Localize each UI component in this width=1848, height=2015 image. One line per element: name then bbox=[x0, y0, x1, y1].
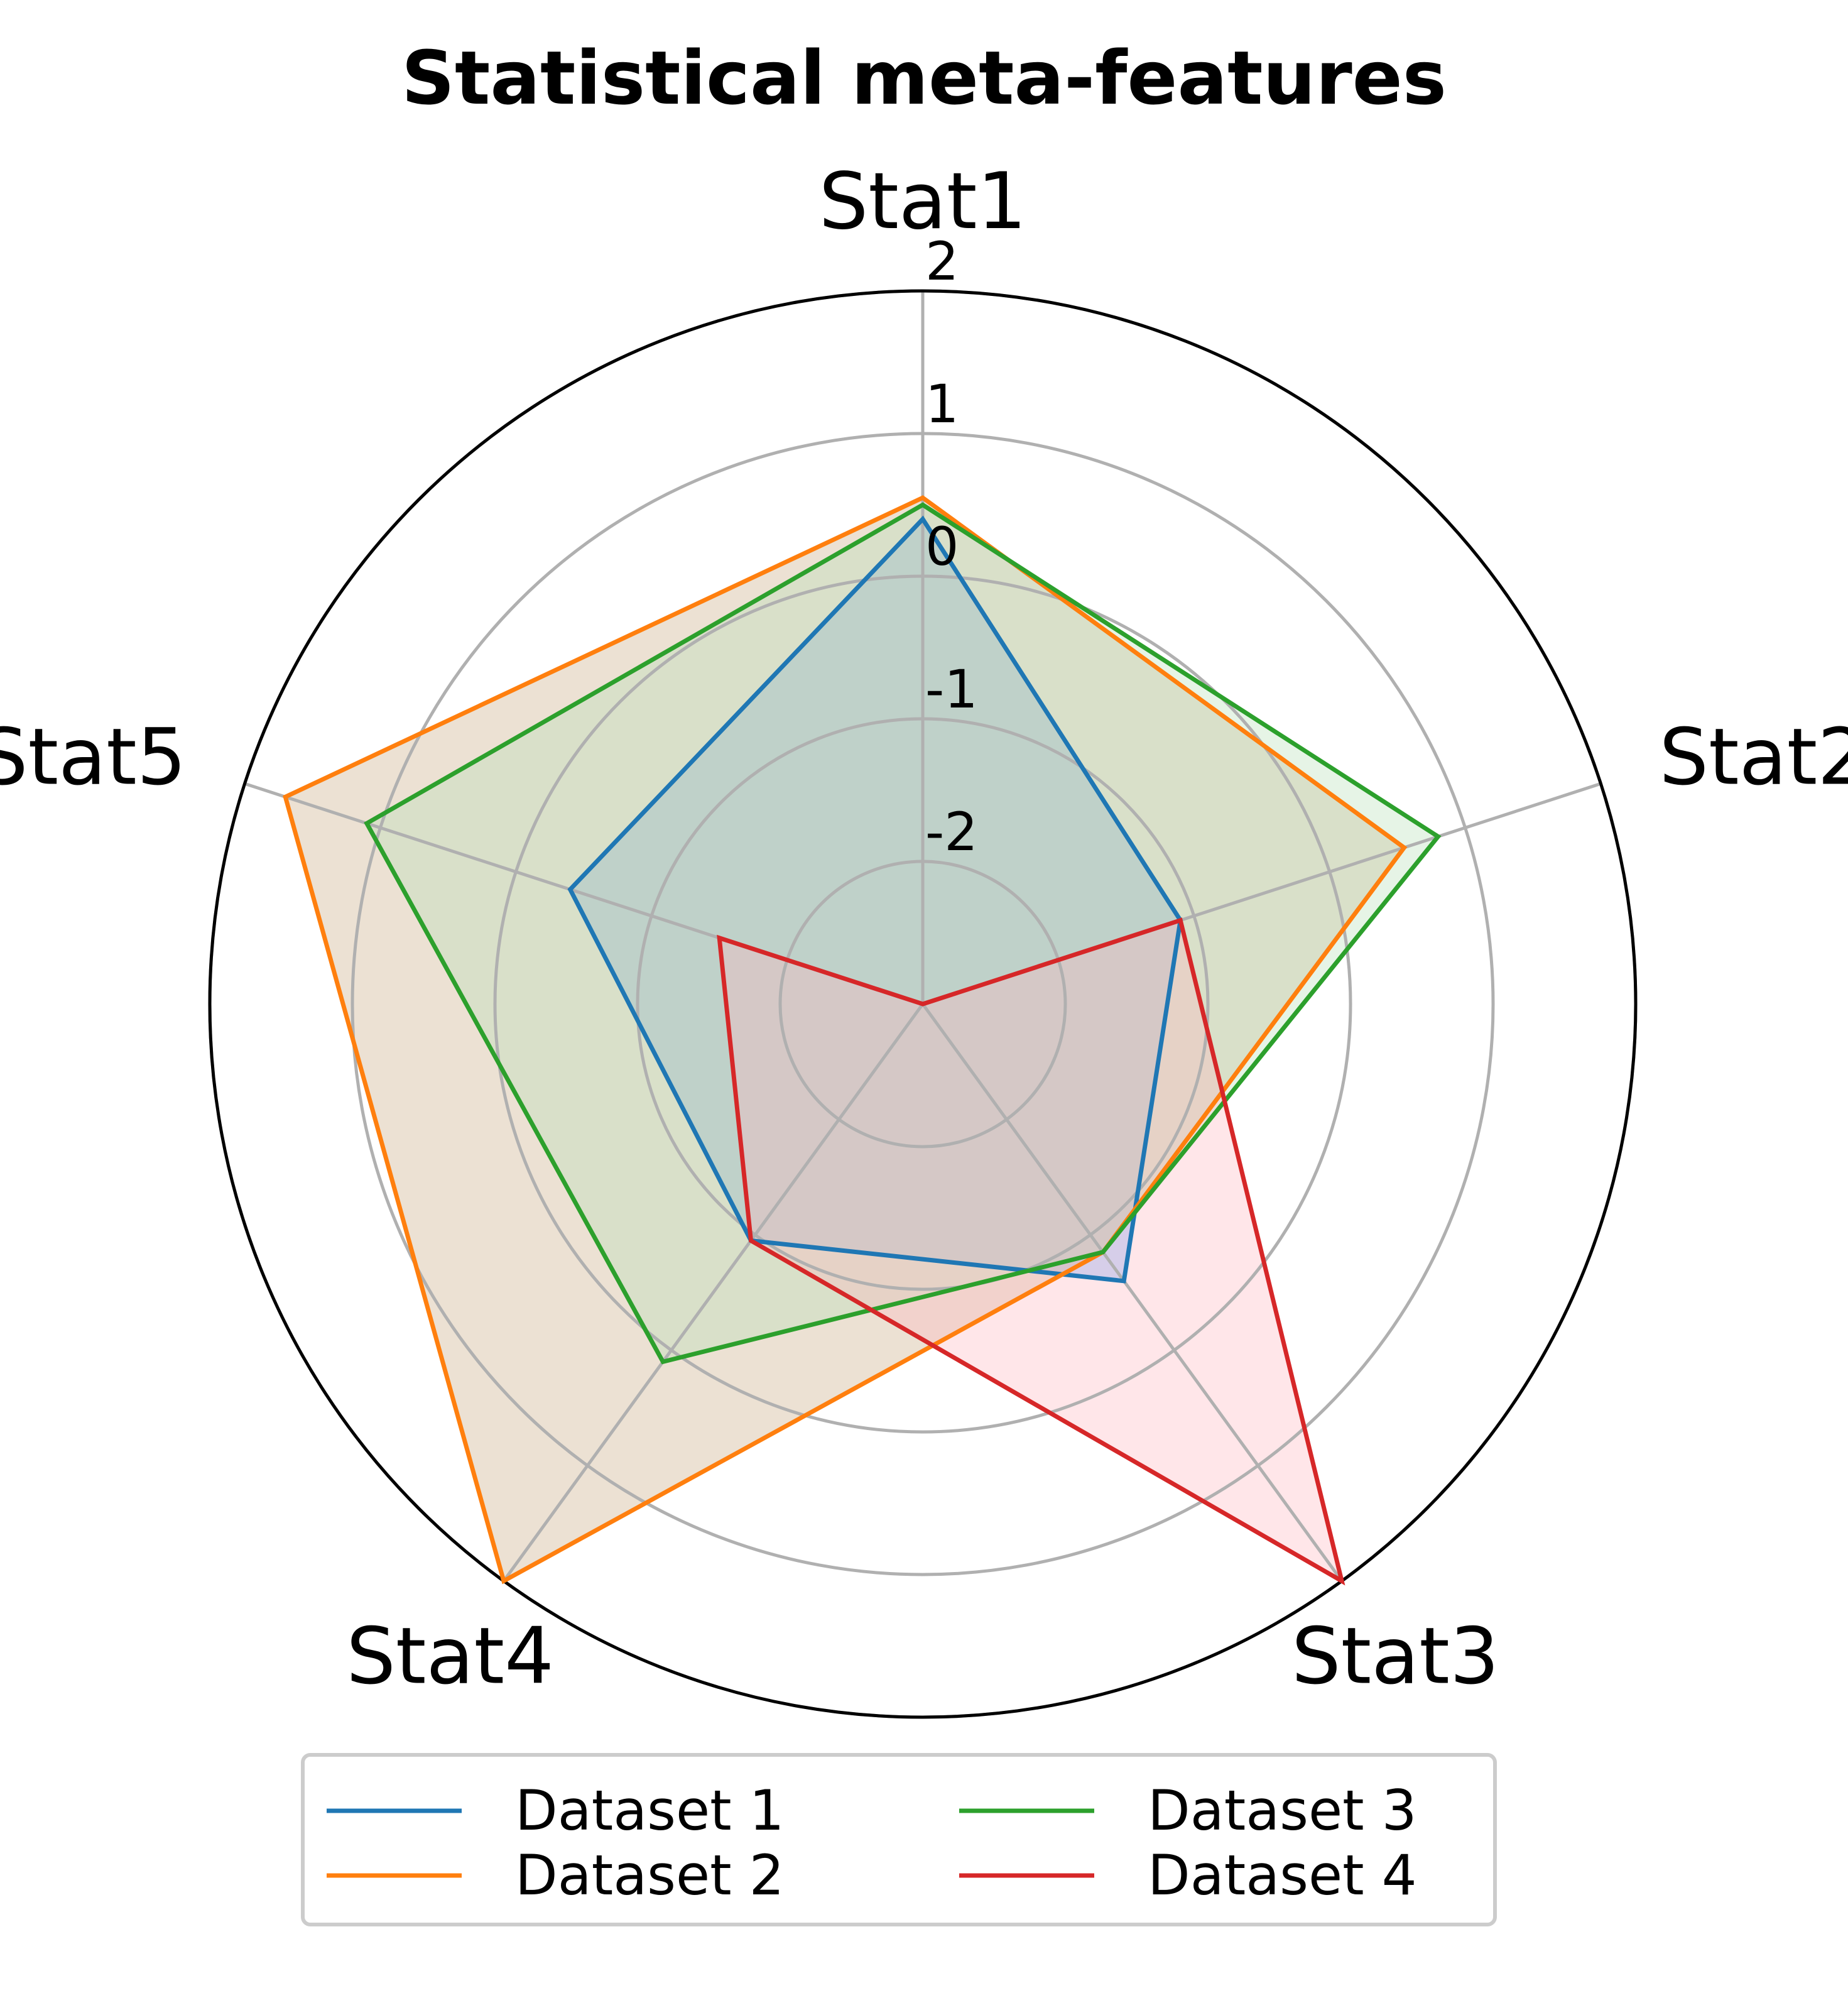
axis-label-stat4: Stat4 bbox=[346, 1612, 554, 1702]
series-line-2 bbox=[283, 495, 1408, 1585]
outer-frame bbox=[208, 289, 1638, 1719]
series-line-3 bbox=[364, 502, 1442, 1365]
tick-label-3: 0 bbox=[925, 516, 959, 577]
axis-label-stat1: Stat1 bbox=[819, 156, 1027, 247]
legend-label-1: Dataset 1 bbox=[515, 1778, 785, 1843]
axis-labels: Stat1 Stat2 Stat3 Stat4 Stat5 bbox=[0, 156, 1848, 1702]
series-fill-1 bbox=[570, 519, 1181, 1281]
tick-label-4: -1 bbox=[925, 658, 978, 720]
spoke-4 bbox=[502, 1003, 925, 1582]
tick-label-5: -2 bbox=[925, 801, 978, 863]
series-line-4 bbox=[717, 917, 1345, 1586]
chart-title: Statistical meta-features bbox=[401, 35, 1447, 121]
axis-label-stat2: Stat2 bbox=[1659, 712, 1848, 802]
spoke-3 bbox=[921, 1003, 1344, 1582]
series-lines bbox=[283, 495, 1442, 1586]
tick-label-2: 1 bbox=[925, 373, 959, 435]
tick-labels: 2 1 0 -1 -2 bbox=[925, 231, 978, 863]
axis-label-stat3: Stat3 bbox=[1291, 1612, 1499, 1702]
legend-label-4: Dataset 4 bbox=[1148, 1843, 1417, 1908]
legend-label-2: Dataset 2 bbox=[515, 1843, 785, 1908]
series-fill-4 bbox=[719, 920, 1342, 1581]
tick-label-1: 2 bbox=[925, 231, 959, 292]
legend-label-3: Dataset 3 bbox=[1148, 1778, 1417, 1843]
legend-box bbox=[301, 1753, 1497, 1926]
series-line-1 bbox=[567, 515, 1183, 1284]
axis-label-stat5: Stat5 bbox=[0, 712, 187, 802]
